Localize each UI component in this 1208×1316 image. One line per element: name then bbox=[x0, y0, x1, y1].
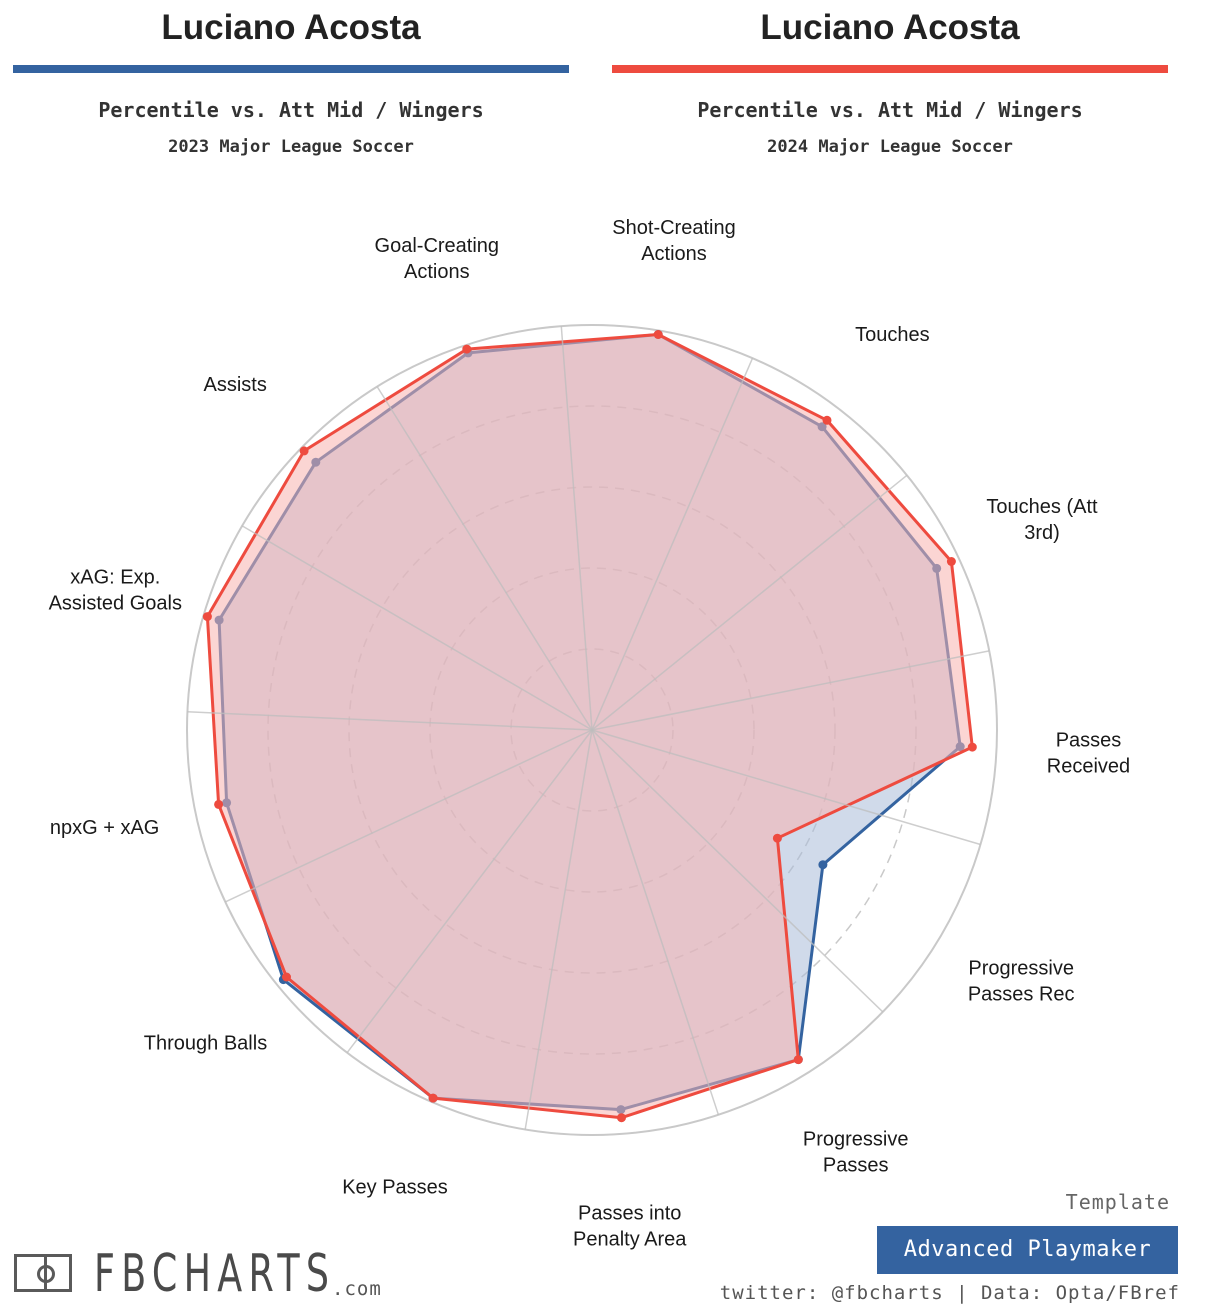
spoke-line bbox=[346, 729, 593, 1054]
axis-label-line: xAG: Exp. bbox=[70, 567, 160, 589]
axis-label-line: Progressive bbox=[803, 1128, 909, 1150]
axis-label-line: Shot-Creating bbox=[612, 217, 735, 239]
season-league-left: 2023 Major League Soccer bbox=[168, 137, 414, 157]
axis-label-line: Touches bbox=[855, 324, 930, 346]
player-name-right: Luciano Acosta bbox=[760, 8, 1020, 47]
spoke-line bbox=[376, 386, 593, 731]
axis-label-line: 3rd) bbox=[1024, 522, 1060, 544]
axis-label-line: Received bbox=[1047, 755, 1130, 777]
spoke-line bbox=[524, 729, 593, 1130]
axis-label-line: Progressive bbox=[968, 958, 1074, 980]
spoke-line bbox=[591, 729, 884, 1013]
template-label: Template bbox=[1065, 1190, 1170, 1214]
axis-label-key-passes: Key Passes bbox=[342, 1176, 448, 1198]
axis-label-line: Actions bbox=[641, 243, 707, 265]
season-color-rule-left bbox=[13, 65, 569, 73]
axis-label-npxg-xag: npxG + xAG bbox=[50, 817, 160, 839]
axis-label-assists: Assists bbox=[204, 374, 267, 396]
brand-domain-suffix: .com bbox=[332, 1278, 382, 1300]
spoke-line bbox=[560, 326, 593, 731]
series-2-point-assists bbox=[299, 446, 309, 456]
season-color-rule-right bbox=[612, 65, 1168, 73]
series-2-point-shot-creating-actions bbox=[653, 330, 663, 339]
series-2-point-touches bbox=[822, 415, 832, 425]
axis-label-shot-creating-actions: Shot-Creating Actions bbox=[612, 217, 735, 265]
spoke-line bbox=[187, 711, 593, 731]
series-2-point-passes-received bbox=[967, 742, 977, 752]
axis-label-xag-exp-assisted-goals: xAG: Exp. Assisted Goals bbox=[49, 567, 182, 615]
axis-label-line: Through Balls bbox=[144, 1033, 267, 1055]
pitch-icon bbox=[14, 1254, 72, 1292]
series-1-point-progressive-passes-rec bbox=[818, 860, 828, 870]
axis-label-line: npxG + xAG bbox=[50, 817, 160, 839]
series-2-point-goal-creating-actions bbox=[462, 344, 472, 354]
series-2-point-touches-att-3rd bbox=[946, 557, 956, 566]
axis-label-line: Passes into bbox=[578, 1203, 681, 1225]
spoke-line bbox=[591, 474, 908, 731]
outer-ring bbox=[186, 324, 998, 1136]
series-2-point-passes-into-penalty-area bbox=[617, 1113, 626, 1123]
axis-label-line: Penalty Area bbox=[573, 1229, 687, 1251]
axis-label-line: Assisted Goals bbox=[49, 593, 182, 615]
comparison-subtitle-right: Percentile vs. Att Mid / Wingers bbox=[697, 98, 1083, 122]
season-league-right: 2024 Major League Soccer bbox=[767, 137, 1013, 157]
brand-logo[interactable]: FBCHARTS .com bbox=[14, 1244, 381, 1306]
axis-label-progressive-passes: Progressive Passes bbox=[803, 1128, 909, 1176]
series-2-point-npxg-xag bbox=[214, 799, 224, 809]
spoke-line bbox=[241, 525, 593, 731]
spoke-line bbox=[591, 729, 720, 1116]
axis-label-line: Passes Rec bbox=[968, 984, 1075, 1006]
axis-label-touches-att-3rd: Touches (Att 3rd) bbox=[986, 496, 1098, 544]
comparison-subtitle-left: Percentile vs. Att Mid / Wingers bbox=[98, 98, 484, 122]
axis-labels: Shot-Creating Actions Touches Touches (Att 3… bbox=[49, 217, 1131, 1251]
spoke-line bbox=[591, 650, 990, 731]
axis-label-line: Key Passes bbox=[342, 1176, 448, 1198]
credits-line: twitter: @fbcharts | Data: Opta/FBref bbox=[719, 1282, 1180, 1304]
spoke-line bbox=[591, 729, 981, 846]
axis-label-goal-creating-actions: Goal-Creating Actions bbox=[375, 235, 500, 283]
axis-label-progressive-passes-rec: Progressive Passes Rec bbox=[968, 958, 1075, 1006]
axis-label-line: Actions bbox=[404, 261, 470, 283]
axis-label-line: Passes bbox=[1056, 729, 1122, 751]
spoke-line bbox=[224, 729, 593, 903]
series-2-point-key-passes bbox=[428, 1093, 438, 1103]
series-2-point-xag-exp-assisted-goals bbox=[202, 612, 212, 622]
axis-label-line: Assists bbox=[204, 374, 267, 396]
axis-label-line: Passes bbox=[823, 1154, 889, 1176]
player-name-left: Luciano Acosta bbox=[161, 8, 421, 47]
spoke-line bbox=[591, 357, 754, 731]
brand-wordmark: FBCHARTS bbox=[94, 1244, 336, 1304]
axis-label-through-balls: Through Balls bbox=[144, 1033, 267, 1055]
axis-label-passes-received: Passes Received bbox=[1047, 729, 1130, 777]
radar-series bbox=[187, 326, 990, 1130]
series-2-point-through-balls bbox=[282, 972, 291, 982]
axis-label-line: Goal-Creating bbox=[375, 235, 500, 257]
axis-label-line: Touches (Att bbox=[986, 496, 1098, 518]
axis-label-touches: Touches bbox=[855, 324, 930, 346]
series-2-point-progressive-passes-rec bbox=[772, 833, 782, 843]
axis-label-passes-into-penalty-area: Passes into Penalty Area bbox=[573, 1203, 687, 1251]
template-name-badge: Advanced Playmaker bbox=[877, 1226, 1178, 1274]
series-2-point-progressive-passes bbox=[793, 1055, 803, 1065]
